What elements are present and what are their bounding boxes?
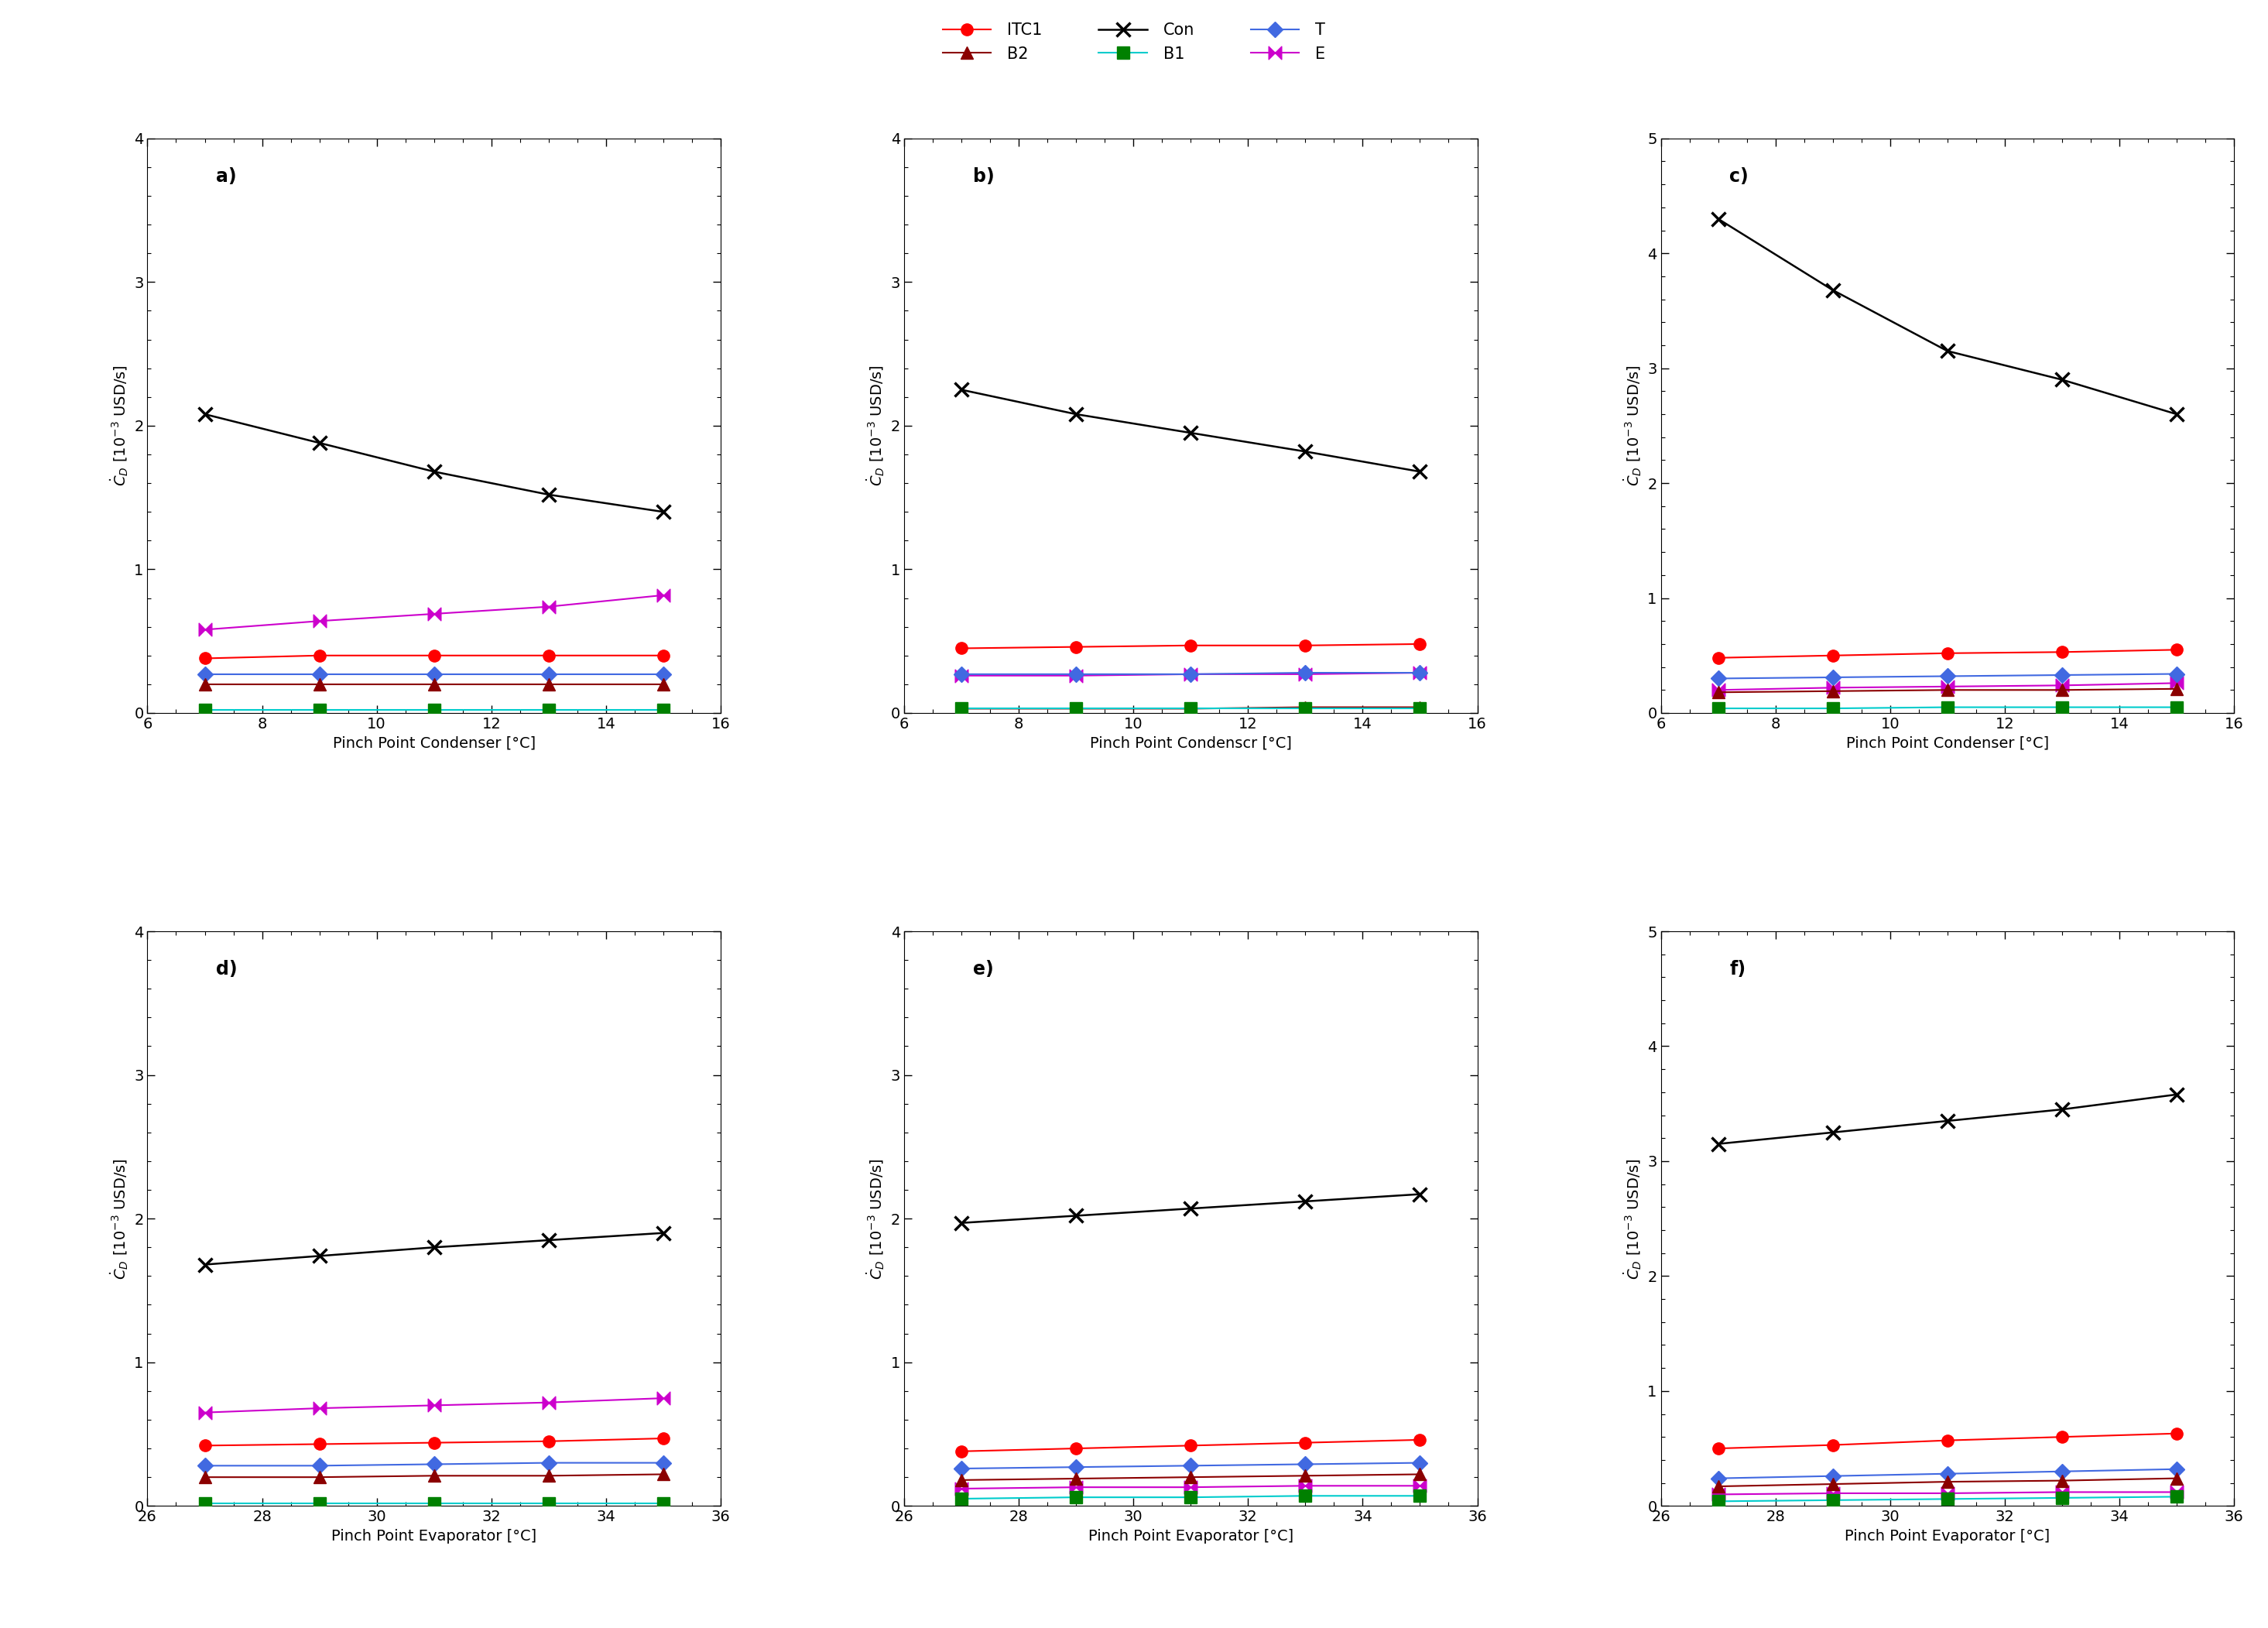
Y-axis label: $\dot{C}_D$ [10$^{-3}$ USD/s]: $\dot{C}_D$ [10$^{-3}$ USD/s] bbox=[1622, 365, 1642, 487]
Text: e): e) bbox=[973, 961, 993, 978]
X-axis label: Pinch Point Condenscr [°C]: Pinch Point Condenscr [°C] bbox=[1089, 736, 1293, 751]
Text: f): f) bbox=[1730, 961, 1746, 978]
X-axis label: Pinch Point Condenser [°C]: Pinch Point Condenser [°C] bbox=[1846, 736, 2048, 751]
Y-axis label: $\dot{C}_D$ [10$^{-3}$ USD/s]: $\dot{C}_D$ [10$^{-3}$ USD/s] bbox=[1622, 1158, 1642, 1280]
Y-axis label: $\dot{C}_D$ [10$^{-3}$ USD/s]: $\dot{C}_D$ [10$^{-3}$ USD/s] bbox=[864, 365, 887, 487]
X-axis label: Pinch Point Evaporator [°C]: Pinch Point Evaporator [°C] bbox=[331, 1529, 538, 1543]
X-axis label: Pinch Point Condenser [°C]: Pinch Point Condenser [°C] bbox=[333, 736, 535, 751]
Y-axis label: $\dot{C}_D$ [10$^{-3}$ USD/s]: $\dot{C}_D$ [10$^{-3}$ USD/s] bbox=[109, 1158, 129, 1280]
Text: c): c) bbox=[1730, 168, 1749, 186]
Y-axis label: $\dot{C}_D$ [10$^{-3}$ USD/s]: $\dot{C}_D$ [10$^{-3}$ USD/s] bbox=[864, 1158, 887, 1280]
X-axis label: Pinch Point Evaporator [°C]: Pinch Point Evaporator [°C] bbox=[1844, 1529, 2050, 1543]
Text: a): a) bbox=[215, 168, 236, 186]
Text: b): b) bbox=[973, 168, 993, 186]
Legend: ITC1, B2, Con, B1, T, E: ITC1, B2, Con, B1, T, E bbox=[937, 16, 1331, 68]
Text: d): d) bbox=[215, 961, 238, 978]
X-axis label: Pinch Point Evaporator [°C]: Pinch Point Evaporator [°C] bbox=[1089, 1529, 1293, 1543]
Y-axis label: $\dot{C}_D$ [10$^{-3}$ USD/s]: $\dot{C}_D$ [10$^{-3}$ USD/s] bbox=[109, 365, 129, 487]
